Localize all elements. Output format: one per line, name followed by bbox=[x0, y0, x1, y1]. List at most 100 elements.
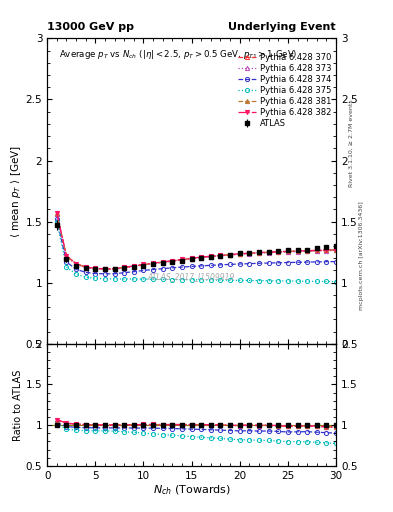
Pythia 6.428 374 bbox=[83, 269, 88, 275]
Pythia 6.428 370 bbox=[237, 251, 242, 257]
Pythia 6.428 382 bbox=[64, 252, 69, 259]
Pythia 6.428 375 bbox=[103, 276, 107, 282]
Pythia 6.428 382 bbox=[266, 249, 271, 255]
Pythia 6.428 374 bbox=[170, 265, 175, 271]
Pythia 6.428 382 bbox=[122, 264, 127, 270]
Pythia 6.428 375 bbox=[83, 274, 88, 280]
Pythia 6.428 374 bbox=[314, 259, 319, 265]
Pythia 6.428 375 bbox=[209, 277, 213, 283]
Pythia 6.428 381 bbox=[122, 264, 127, 270]
Pythia 6.428 374 bbox=[160, 266, 165, 272]
Pythia 6.428 375 bbox=[141, 276, 146, 282]
Pythia 6.428 374 bbox=[228, 261, 233, 267]
Pythia 6.428 382 bbox=[180, 257, 184, 263]
Pythia 6.428 374 bbox=[237, 261, 242, 267]
Pythia 6.428 373 bbox=[170, 258, 175, 264]
Pythia 6.428 374 bbox=[141, 267, 146, 273]
Text: mcplots.cern.ch [arXiv:1306.3436]: mcplots.cern.ch [arXiv:1306.3436] bbox=[359, 202, 364, 310]
Text: 13000 GeV pp: 13000 GeV pp bbox=[47, 22, 134, 32]
Pythia 6.428 373 bbox=[103, 266, 107, 272]
Pythia 6.428 373 bbox=[141, 262, 146, 268]
Pythia 6.428 382 bbox=[247, 250, 252, 256]
Pythia 6.428 375 bbox=[199, 277, 204, 283]
Pythia 6.428 382 bbox=[305, 248, 310, 254]
Pythia 6.428 375 bbox=[54, 219, 59, 225]
Pythia 6.428 375 bbox=[334, 279, 338, 285]
Pythia 6.428 382 bbox=[132, 263, 136, 269]
Legend: Pythia 6.428 370, Pythia 6.428 373, Pythia 6.428 374, Pythia 6.428 375, Pythia 6: Pythia 6.428 370, Pythia 6.428 373, Pyth… bbox=[235, 49, 334, 132]
Pythia 6.428 381 bbox=[199, 254, 204, 260]
Pythia 6.428 373 bbox=[247, 251, 252, 257]
Line: Pythia 6.428 382: Pythia 6.428 382 bbox=[55, 211, 338, 271]
Pythia 6.428 373 bbox=[54, 211, 59, 218]
Pythia 6.428 375 bbox=[324, 279, 329, 285]
Pythia 6.428 370 bbox=[151, 260, 156, 266]
Pythia 6.428 370 bbox=[103, 266, 107, 272]
Pythia 6.428 381 bbox=[257, 249, 261, 255]
Pythia 6.428 374 bbox=[257, 260, 261, 266]
Pythia 6.428 370 bbox=[141, 262, 146, 268]
Pythia 6.428 375 bbox=[237, 278, 242, 284]
Pythia 6.428 370 bbox=[305, 248, 310, 254]
Pythia 6.428 382 bbox=[334, 247, 338, 253]
Pythia 6.428 382 bbox=[83, 264, 88, 270]
Pythia 6.428 373 bbox=[189, 256, 194, 262]
Pythia 6.428 374 bbox=[199, 263, 204, 269]
Pythia 6.428 370 bbox=[74, 261, 79, 267]
Pythia 6.428 373 bbox=[285, 249, 290, 255]
Pythia 6.428 373 bbox=[257, 250, 261, 256]
Pythia 6.428 374 bbox=[74, 266, 79, 272]
X-axis label: $N_{ch}$ (Towards): $N_{ch}$ (Towards) bbox=[152, 483, 231, 497]
Pythia 6.428 374 bbox=[189, 263, 194, 269]
Pythia 6.428 373 bbox=[228, 252, 233, 258]
Pythia 6.428 370 bbox=[170, 258, 175, 264]
Line: Pythia 6.428 381: Pythia 6.428 381 bbox=[55, 211, 338, 271]
Pythia 6.428 382 bbox=[74, 261, 79, 267]
Pythia 6.428 370 bbox=[247, 250, 252, 257]
Pythia 6.428 382 bbox=[295, 248, 300, 254]
Pythia 6.428 373 bbox=[180, 257, 184, 263]
Pythia 6.428 381 bbox=[209, 253, 213, 260]
Pythia 6.428 370 bbox=[83, 264, 88, 270]
Pythia 6.428 381 bbox=[285, 248, 290, 254]
Pythia 6.428 382 bbox=[209, 253, 213, 259]
Pythia 6.428 381 bbox=[141, 262, 146, 268]
Pythia 6.428 370 bbox=[324, 247, 329, 253]
Pythia 6.428 375 bbox=[228, 277, 233, 283]
Pythia 6.428 373 bbox=[122, 265, 127, 271]
Pythia 6.428 381 bbox=[276, 249, 281, 255]
Line: Pythia 6.428 375: Pythia 6.428 375 bbox=[55, 220, 338, 284]
Pythia 6.428 375 bbox=[151, 276, 156, 282]
Pythia 6.428 375 bbox=[285, 278, 290, 284]
Pythia 6.428 382 bbox=[189, 255, 194, 261]
Pythia 6.428 381 bbox=[93, 265, 98, 271]
Pythia 6.428 373 bbox=[218, 253, 223, 259]
Pythia 6.428 370 bbox=[93, 266, 98, 272]
Pythia 6.428 375 bbox=[160, 276, 165, 283]
Pythia 6.428 381 bbox=[237, 251, 242, 257]
Pythia 6.428 382 bbox=[285, 248, 290, 254]
Pythia 6.428 373 bbox=[305, 248, 310, 254]
Pythia 6.428 381 bbox=[151, 260, 156, 266]
Pythia 6.428 381 bbox=[103, 266, 107, 272]
Pythia 6.428 370 bbox=[160, 259, 165, 265]
Pythia 6.428 381 bbox=[112, 266, 117, 272]
Pythia 6.428 381 bbox=[295, 248, 300, 254]
Pythia 6.428 370 bbox=[180, 257, 184, 263]
Pythia 6.428 374 bbox=[151, 266, 156, 272]
Pythia 6.428 381 bbox=[324, 247, 329, 253]
Pythia 6.428 375 bbox=[314, 279, 319, 285]
Pythia 6.428 382 bbox=[237, 251, 242, 257]
Pythia 6.428 373 bbox=[276, 249, 281, 255]
Text: Rivet 3.1.10, ≥ 2.7M events: Rivet 3.1.10, ≥ 2.7M events bbox=[349, 99, 354, 187]
Pythia 6.428 382 bbox=[218, 252, 223, 259]
Pythia 6.428 373 bbox=[295, 248, 300, 254]
Pythia 6.428 381 bbox=[170, 258, 175, 264]
Pythia 6.428 375 bbox=[74, 271, 79, 277]
Pythia 6.428 370 bbox=[218, 252, 223, 259]
Pythia 6.428 382 bbox=[93, 265, 98, 271]
Pythia 6.428 373 bbox=[112, 266, 117, 272]
Pythia 6.428 375 bbox=[276, 278, 281, 284]
Pythia 6.428 373 bbox=[83, 264, 88, 270]
Pythia 6.428 375 bbox=[132, 276, 136, 282]
